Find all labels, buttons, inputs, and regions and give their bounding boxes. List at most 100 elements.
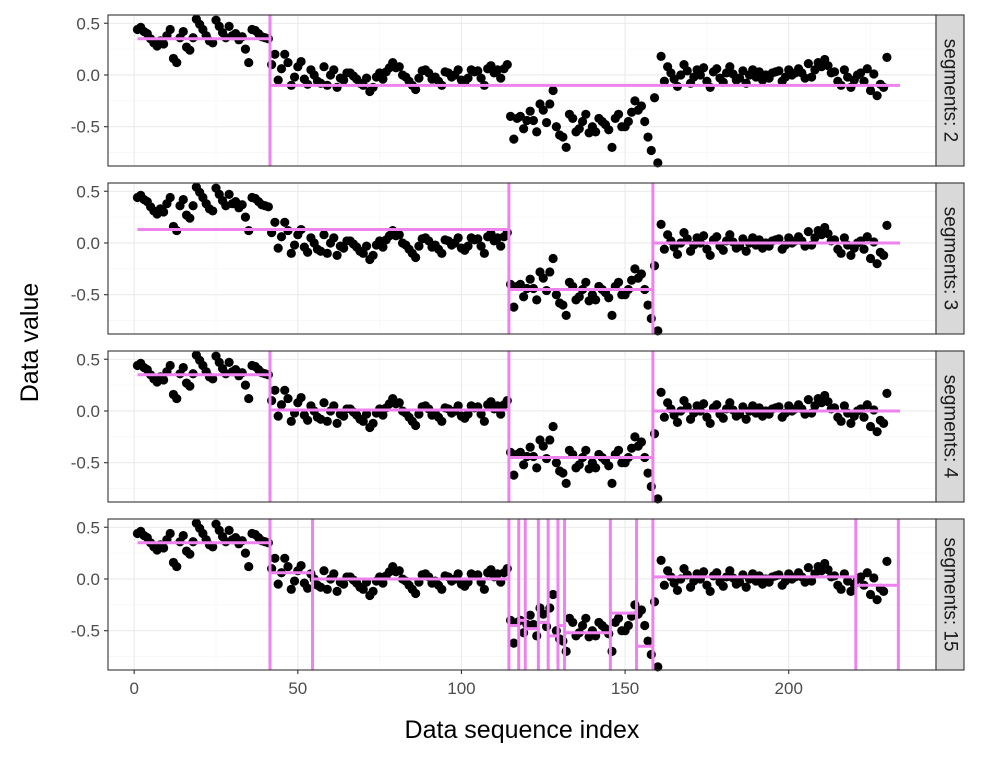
data-point bbox=[741, 246, 751, 256]
data-point bbox=[519, 292, 529, 302]
data-point bbox=[613, 277, 624, 287]
data-point bbox=[303, 247, 313, 257]
data-point bbox=[672, 249, 683, 259]
data-point bbox=[437, 584, 447, 594]
data-point bbox=[712, 232, 722, 242]
data-point bbox=[846, 586, 856, 596]
data-point bbox=[865, 85, 876, 96]
data-point bbox=[879, 418, 889, 428]
data-point bbox=[613, 445, 624, 455]
data-point bbox=[669, 578, 679, 588]
data-point bbox=[807, 72, 817, 82]
data-point bbox=[682, 66, 692, 76]
data-point bbox=[453, 401, 463, 411]
data-point bbox=[548, 85, 558, 96]
data-point bbox=[643, 468, 653, 478]
y-axis-title: Data value bbox=[16, 283, 44, 403]
data-point bbox=[558, 636, 568, 646]
y-tick-label: 0.0 bbox=[76, 402, 100, 421]
data-point bbox=[659, 244, 669, 254]
data-point bbox=[643, 300, 653, 310]
data-point bbox=[803, 59, 813, 69]
data-point bbox=[240, 212, 251, 222]
data-point bbox=[486, 565, 496, 575]
data-point bbox=[823, 565, 833, 575]
data-point bbox=[473, 570, 483, 580]
data-point bbox=[630, 96, 640, 106]
data-point bbox=[823, 229, 833, 239]
data-point bbox=[607, 310, 617, 320]
data-point bbox=[178, 194, 188, 205]
data-point bbox=[361, 73, 372, 83]
data-point bbox=[276, 232, 287, 242]
data-point bbox=[263, 202, 273, 212]
data-point bbox=[607, 142, 617, 152]
data-point bbox=[237, 200, 247, 210]
data-point bbox=[705, 250, 715, 260]
data-point bbox=[159, 39, 169, 49]
data-point bbox=[738, 234, 748, 244]
data-point bbox=[682, 402, 692, 412]
data-point bbox=[577, 116, 588, 127]
data-point bbox=[630, 264, 640, 274]
data-point bbox=[414, 409, 424, 419]
data-point bbox=[322, 584, 332, 594]
y-tick-label: -0.5 bbox=[71, 622, 100, 641]
data-point bbox=[240, 548, 251, 558]
data-point bbox=[280, 385, 290, 395]
data-point bbox=[280, 217, 290, 227]
data-point bbox=[829, 67, 840, 77]
data-point bbox=[591, 127, 601, 137]
data-point bbox=[643, 132, 653, 142]
data-point bbox=[394, 62, 404, 72]
data-point bbox=[172, 561, 182, 572]
data-point bbox=[289, 240, 300, 250]
data-point bbox=[224, 189, 234, 199]
data-point bbox=[178, 362, 188, 373]
data-point bbox=[332, 586, 342, 596]
data-point bbox=[172, 57, 182, 68]
data-point bbox=[836, 416, 846, 426]
data-point bbox=[548, 253, 558, 264]
facet-strip-label: segments: 4 bbox=[940, 375, 961, 479]
data-point bbox=[358, 248, 368, 258]
data-point bbox=[699, 399, 709, 409]
data-point bbox=[636, 437, 647, 447]
data-point bbox=[551, 290, 561, 300]
data-point bbox=[725, 62, 735, 72]
data-point bbox=[882, 220, 892, 231]
data-point bbox=[289, 576, 300, 586]
data-point bbox=[224, 525, 234, 535]
x-tick-label: 200 bbox=[775, 679, 803, 698]
data-point bbox=[581, 445, 591, 455]
x-tick-label: 100 bbox=[447, 679, 475, 698]
data-point bbox=[551, 626, 561, 636]
data-point bbox=[479, 416, 489, 426]
data-point bbox=[879, 586, 889, 596]
data-point bbox=[185, 45, 195, 55]
facet-strip-label: segments: 15 bbox=[940, 537, 961, 651]
data-point bbox=[613, 109, 624, 119]
data-point bbox=[188, 201, 198, 211]
data-point bbox=[823, 61, 833, 71]
data-point bbox=[712, 64, 722, 74]
data-point bbox=[558, 468, 568, 478]
data-point bbox=[653, 662, 663, 672]
data-point bbox=[865, 253, 876, 264]
data-point bbox=[437, 416, 447, 426]
data-point bbox=[208, 374, 218, 384]
data-point bbox=[545, 603, 555, 613]
data-point bbox=[532, 127, 542, 137]
data-point bbox=[463, 73, 473, 83]
facet-strip-label: segments: 3 bbox=[940, 207, 961, 311]
data-point bbox=[178, 530, 188, 541]
data-point bbox=[636, 269, 647, 279]
data-point bbox=[394, 230, 404, 240]
data-point bbox=[502, 564, 512, 574]
data-point bbox=[283, 57, 293, 68]
data-point bbox=[607, 646, 617, 656]
data-point bbox=[276, 64, 287, 74]
data-point bbox=[656, 387, 666, 397]
panel-1: 0.5 0.0 -0.5 segments: 2 bbox=[71, 14, 965, 168]
data-point bbox=[159, 375, 169, 385]
